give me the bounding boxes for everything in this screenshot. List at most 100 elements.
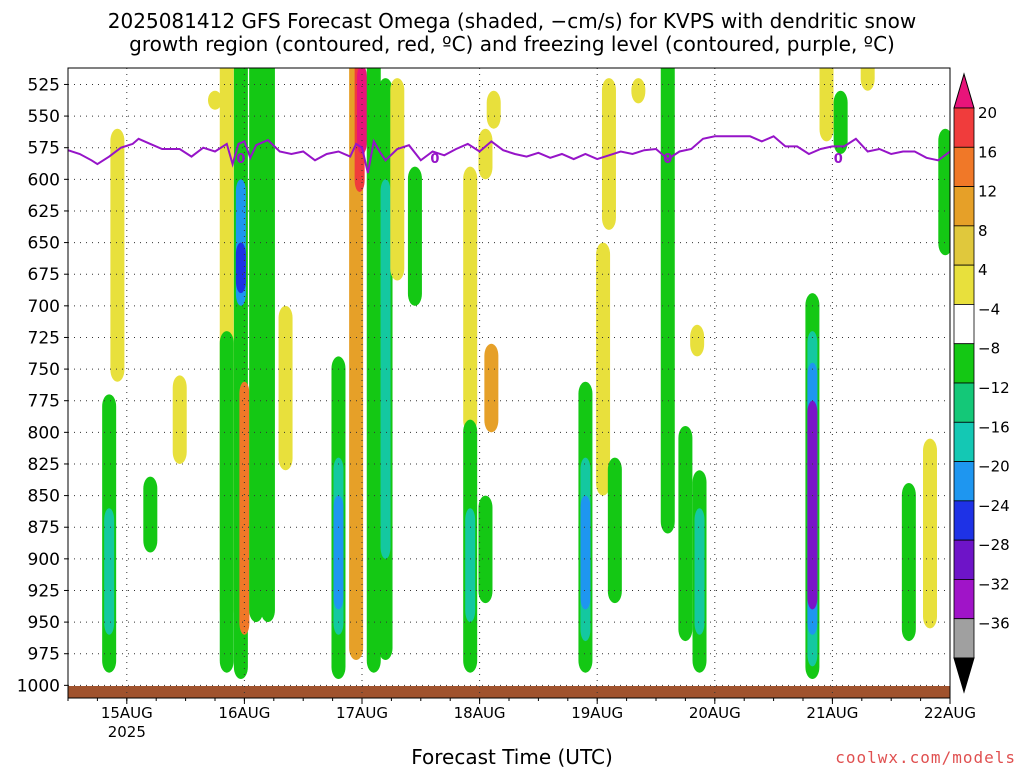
omega-feature-23 xyxy=(380,179,391,559)
colorbar-box-13 xyxy=(953,618,975,659)
colorbar-label-9: −20 xyxy=(978,458,1010,476)
omega-feature-1 xyxy=(104,508,115,635)
x-tick-label-21AUG: 21AUG xyxy=(806,704,858,722)
omega-feature-21 xyxy=(366,68,381,673)
omega-feature-38 xyxy=(607,457,622,604)
y-tick-label-725: 725 xyxy=(28,328,60,348)
colorbar-label-4: 4 xyxy=(978,261,988,279)
omega-feature-5 xyxy=(208,90,222,110)
freezing-level-label-1: 0 xyxy=(430,152,439,167)
omega-feature-36 xyxy=(596,242,611,496)
colorbar-bottom-arrow xyxy=(953,657,975,694)
omega-feature-51 xyxy=(860,68,875,91)
colorbar-box-9 xyxy=(953,461,975,502)
omega-feature-2 xyxy=(110,128,125,382)
x-axis-title: Forecast Time (UTC) xyxy=(411,745,613,769)
colorbar-label-6: −8 xyxy=(978,340,1000,358)
omega-feature-50 xyxy=(833,90,848,155)
y-tick-label-775: 775 xyxy=(28,392,60,412)
colorbar-box-2 xyxy=(953,186,975,227)
y-tick-label-650: 650 xyxy=(28,234,60,254)
y-tick-label-600: 600 xyxy=(28,170,60,190)
colorbar-box-4 xyxy=(953,264,975,305)
omega-feature-4 xyxy=(172,375,187,464)
omega-feature-49 xyxy=(819,68,834,142)
freezing-level-contour: 0 0 0 0 xyxy=(68,135,950,174)
omega-feature-3 xyxy=(143,476,158,553)
freezing-level-line xyxy=(68,135,950,174)
y-tick-label-550: 550 xyxy=(28,107,60,127)
colorbar-label-0: 20 xyxy=(978,104,997,122)
omega-feature-18 xyxy=(349,68,364,661)
colorbar-label-5: −4 xyxy=(978,300,1000,318)
colorbar-label-8: −16 xyxy=(978,418,1010,436)
colorbar-box-10 xyxy=(953,500,975,541)
omega-feature-12 xyxy=(249,68,264,623)
y-axis: 525 550 575 600 625 650 675 700 725 750 775 800 825 8… xyxy=(17,75,68,696)
chart-title-line-2: growth region (contoured, red, ºC) and f… xyxy=(129,32,895,56)
omega-feature-14 xyxy=(278,305,293,471)
colorbar-box-3 xyxy=(953,225,975,266)
y-tick-label-750: 750 xyxy=(28,360,60,380)
y-tick-label-925: 925 xyxy=(28,581,60,601)
omega-feature-32 xyxy=(478,495,493,604)
colorbar-box-0 xyxy=(953,107,975,148)
colorbar-box-5 xyxy=(953,304,975,345)
y-tick-label-800: 800 xyxy=(28,423,60,443)
terrain-band xyxy=(68,686,950,698)
colorbar-box-7 xyxy=(953,382,975,423)
terrain-surface xyxy=(68,686,950,698)
omega-feature-29 xyxy=(478,128,493,180)
colorbar-box-12 xyxy=(953,579,975,620)
y-tick-label-950: 950 xyxy=(28,613,60,633)
omega-feature-53 xyxy=(923,438,938,629)
omega-feature-17 xyxy=(333,495,344,610)
colorbar-box-6 xyxy=(953,343,975,384)
y-tick-label-850: 850 xyxy=(28,487,60,507)
colorbar-label-12: −32 xyxy=(978,575,1010,593)
omega-feature-48 xyxy=(807,400,818,610)
x-tick-label-18AUG: 18AUG xyxy=(454,704,506,722)
freezing-level-label-3: 0 xyxy=(834,152,843,167)
omega-feature-54 xyxy=(938,128,950,256)
omega-feature-43 xyxy=(694,508,705,635)
omega-feature-13 xyxy=(260,68,275,623)
omega-feature-44 xyxy=(690,324,705,357)
colorbar-label-13: −36 xyxy=(978,615,1010,633)
omega-feature-35 xyxy=(580,495,591,610)
x-tick-sublabel-15AUG: 2025 xyxy=(108,723,146,741)
freezing-level-label-2: 0 xyxy=(663,152,672,167)
colorbar-box-8 xyxy=(953,421,975,462)
credit-link[interactable]: coolwx.com/models xyxy=(835,748,1016,767)
omega-feature-28 xyxy=(465,508,476,623)
colorbar-label-3: 8 xyxy=(978,222,988,240)
colorbar-box-1 xyxy=(953,146,975,187)
x-tick-label-17AUG: 17AUG xyxy=(336,704,388,722)
y-tick-label-525: 525 xyxy=(28,75,60,95)
omega-feature-30 xyxy=(484,343,499,433)
x-tick-label-16AUG: 16AUG xyxy=(218,704,270,722)
colorbar: 20 16 12 8 4 −4 −8 −12 −16 −20 −24 −28 −32 −36 xyxy=(953,72,1010,694)
y-tick-label-900: 900 xyxy=(28,550,60,570)
x-tick-label-20AUG: 20AUG xyxy=(689,704,741,722)
colorbar-label-11: −28 xyxy=(978,536,1010,554)
omega-feature-7 xyxy=(219,331,234,673)
omega-feature-11 xyxy=(239,381,250,635)
colorbar-label-10: −24 xyxy=(978,497,1010,515)
chart-title-line-1: 2025081412 GFS Forecast Omega (shaded, −… xyxy=(107,9,917,33)
colorbar-label-1: 16 xyxy=(978,143,997,161)
omega-feature-52 xyxy=(901,482,916,642)
omega-feature-39 xyxy=(631,78,646,104)
colorbar-box-11 xyxy=(953,539,975,580)
y-tick-label-875: 875 xyxy=(28,518,60,538)
omega-feature-26 xyxy=(463,166,478,433)
omega-feature-25 xyxy=(407,166,422,306)
colorbar-label-2: 12 xyxy=(978,183,997,201)
x-tick-label-19AUG: 19AUG xyxy=(571,704,623,722)
omega-shading xyxy=(102,68,950,680)
y-tick-label-1000: 1000 xyxy=(17,676,60,696)
omega-feature-20 xyxy=(357,68,367,155)
freezing-level-label-0: 0 xyxy=(236,152,245,167)
omega-feature-40 xyxy=(660,68,675,534)
